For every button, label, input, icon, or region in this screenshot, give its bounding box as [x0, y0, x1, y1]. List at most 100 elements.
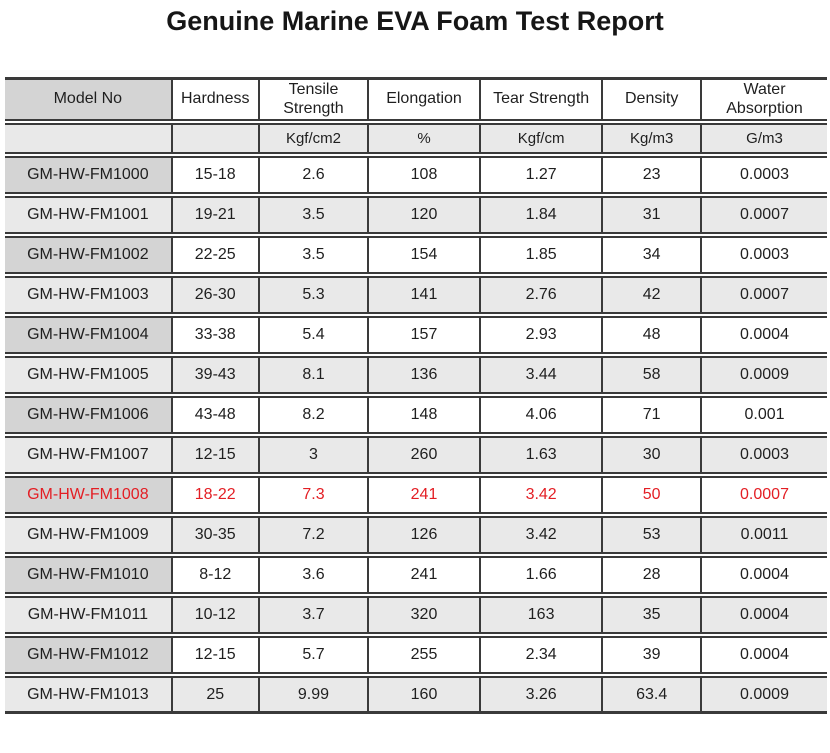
tensile-cell: 7.2: [259, 516, 370, 554]
tensile-cell: 5.3: [259, 276, 370, 314]
table-row: GM-HW-FM1000 15-18 2.6 108 1.27 23 0.0003: [5, 156, 827, 194]
model-no-cell: GM-HW-FM1003: [5, 276, 173, 314]
tear-cell: 1.84: [480, 196, 604, 234]
water-cell: 0.0007: [702, 196, 827, 234]
table-row: GM-HW-FM1005 39-43 8.1 136 3.44 58 0.0009: [5, 356, 827, 394]
tensile-cell: 3.5: [259, 236, 370, 274]
density-cell: 53: [603, 516, 702, 554]
table-row: GM-HW-FM1010 8-12 3.6 241 1.66 28 0.0004: [5, 556, 827, 594]
density-cell: 28: [603, 556, 702, 594]
header-row: Model No Hardness Tensile Strength Elong…: [5, 77, 827, 121]
tear-cell: 1.85: [480, 236, 604, 274]
density-cell: 58: [603, 356, 702, 394]
table-header: Model No Hardness Tensile Strength Elong…: [5, 77, 827, 154]
tear-cell: 2.34: [480, 636, 604, 674]
density-cell: 30: [603, 436, 702, 474]
unit-density: Kg/m3: [603, 123, 702, 154]
model-no-cell: GM-HW-FM1013: [5, 676, 173, 714]
tensile-cell: 2.6: [259, 156, 370, 194]
column-header-hardness: Hardness: [172, 77, 260, 121]
hardness-cell: 30-35: [172, 516, 260, 554]
water-cell: 0.0009: [702, 356, 827, 394]
elongation-cell: 320: [369, 596, 481, 634]
elongation-cell: 241: [369, 556, 481, 594]
density-cell: 35: [603, 596, 702, 634]
elongation-cell: 157: [369, 316, 481, 354]
table-row: GM-HW-FM1004 33-38 5.4 157 2.93 48 0.0004: [5, 316, 827, 354]
hardness-cell: 19-21: [172, 196, 260, 234]
table-row: GM-HW-FM1007 12-15 3 260 1.63 30 0.0003: [5, 436, 827, 474]
tensile-cell: 7.3: [259, 476, 370, 514]
hardness-cell: 33-38: [172, 316, 260, 354]
tear-cell: 163: [480, 596, 604, 634]
tear-cell: 2.93: [480, 316, 604, 354]
model-no-cell: GM-HW-FM1011: [5, 596, 173, 634]
model-no-cell: GM-HW-FM1010: [5, 556, 173, 594]
model-no-cell: GM-HW-FM1012: [5, 636, 173, 674]
table-row: GM-HW-FM1003 26-30 5.3 141 2.76 42 0.0007: [5, 276, 827, 314]
tensile-cell: 3.5: [259, 196, 370, 234]
density-cell: 50: [603, 476, 702, 514]
model-no-cell: GM-HW-FM1008: [5, 476, 173, 514]
water-cell: 0.0003: [702, 156, 827, 194]
table-row: GM-HW-FM1001 19-21 3.5 120 1.84 31 0.0007: [5, 196, 827, 234]
table-row: GM-HW-FM1002 22-25 3.5 154 1.85 34 0.0003: [5, 236, 827, 274]
density-cell: 31: [603, 196, 702, 234]
column-header-tear-strength: Tear Strength: [480, 77, 604, 121]
model-no-cell: GM-HW-FM1009: [5, 516, 173, 554]
elongation-cell: 148: [369, 396, 481, 434]
water-cell: 0.0004: [702, 636, 827, 674]
tensile-cell: 8.2: [259, 396, 370, 434]
hardness-cell: 15-18: [172, 156, 260, 194]
tear-cell: 2.76: [480, 276, 604, 314]
density-cell: 48: [603, 316, 702, 354]
water-cell: 0.0009: [702, 676, 827, 714]
elongation-cell: 160: [369, 676, 481, 714]
water-cell: 0.0003: [702, 436, 827, 474]
table-row: GM-HW-FM1008 18-22 7.3 241 3.42 50 0.0007: [5, 476, 827, 514]
page-title: Genuine Marine EVA Foam Test Report: [166, 6, 664, 36]
tear-cell: 3.44: [480, 356, 604, 394]
density-cell: 71: [603, 396, 702, 434]
elongation-cell: 136: [369, 356, 481, 394]
table-row: GM-HW-FM1011 10-12 3.7 320 163 35 0.0004: [5, 596, 827, 634]
hardness-cell: 43-48: [172, 396, 260, 434]
density-cell: 42: [603, 276, 702, 314]
unit-elongation: %: [369, 123, 481, 154]
water-cell: 0.0003: [702, 236, 827, 274]
water-cell: 0.0004: [702, 556, 827, 594]
model-no-cell: GM-HW-FM1004: [5, 316, 173, 354]
table-body: GM-HW-FM1000 15-18 2.6 108 1.27 23 0.0003 GM-HW…: [5, 156, 827, 714]
density-cell: 23: [603, 156, 702, 194]
water-cell: 0.0004: [702, 596, 827, 634]
units-row: Kgf/cm2 % Kgf/cm Kg/m3 G/m3: [5, 123, 827, 154]
hardness-cell: 18-22: [172, 476, 260, 514]
column-header-model-no: Model No: [5, 77, 173, 121]
hardness-cell: 10-12: [172, 596, 260, 634]
test-report-table: Model No Hardness Tensile Strength Elong…: [5, 75, 827, 716]
column-header-density: Density: [603, 77, 702, 121]
elongation-cell: 260: [369, 436, 481, 474]
elongation-cell: 154: [369, 236, 481, 274]
unit-tear-strength: Kgf/cm: [480, 123, 604, 154]
water-cell: 0.0007: [702, 276, 827, 314]
model-no-cell: GM-HW-FM1001: [5, 196, 173, 234]
elongation-cell: 141: [369, 276, 481, 314]
elongation-cell: 241: [369, 476, 481, 514]
hardness-cell: 39-43: [172, 356, 260, 394]
tensile-cell: 3.7: [259, 596, 370, 634]
water-cell: 0.0007: [702, 476, 827, 514]
water-cell: 0.0004: [702, 316, 827, 354]
tensile-cell: 5.4: [259, 316, 370, 354]
hardness-cell: 22-25: [172, 236, 260, 274]
tear-cell: 3.42: [480, 476, 604, 514]
tensile-cell: 5.7: [259, 636, 370, 674]
table-row: GM-HW-FM1009 30-35 7.2 126 3.42 53 0.0011: [5, 516, 827, 554]
tear-cell: 3.42: [480, 516, 604, 554]
elongation-cell: 120: [369, 196, 481, 234]
tensile-cell: 9.99: [259, 676, 370, 714]
column-header-elongation: Elongation: [369, 77, 481, 121]
tear-cell: 1.27: [480, 156, 604, 194]
table-row: GM-HW-FM1012 12-15 5.7 255 2.34 39 0.0004: [5, 636, 827, 674]
column-header-water-absorption: Water Absorption: [702, 77, 827, 121]
